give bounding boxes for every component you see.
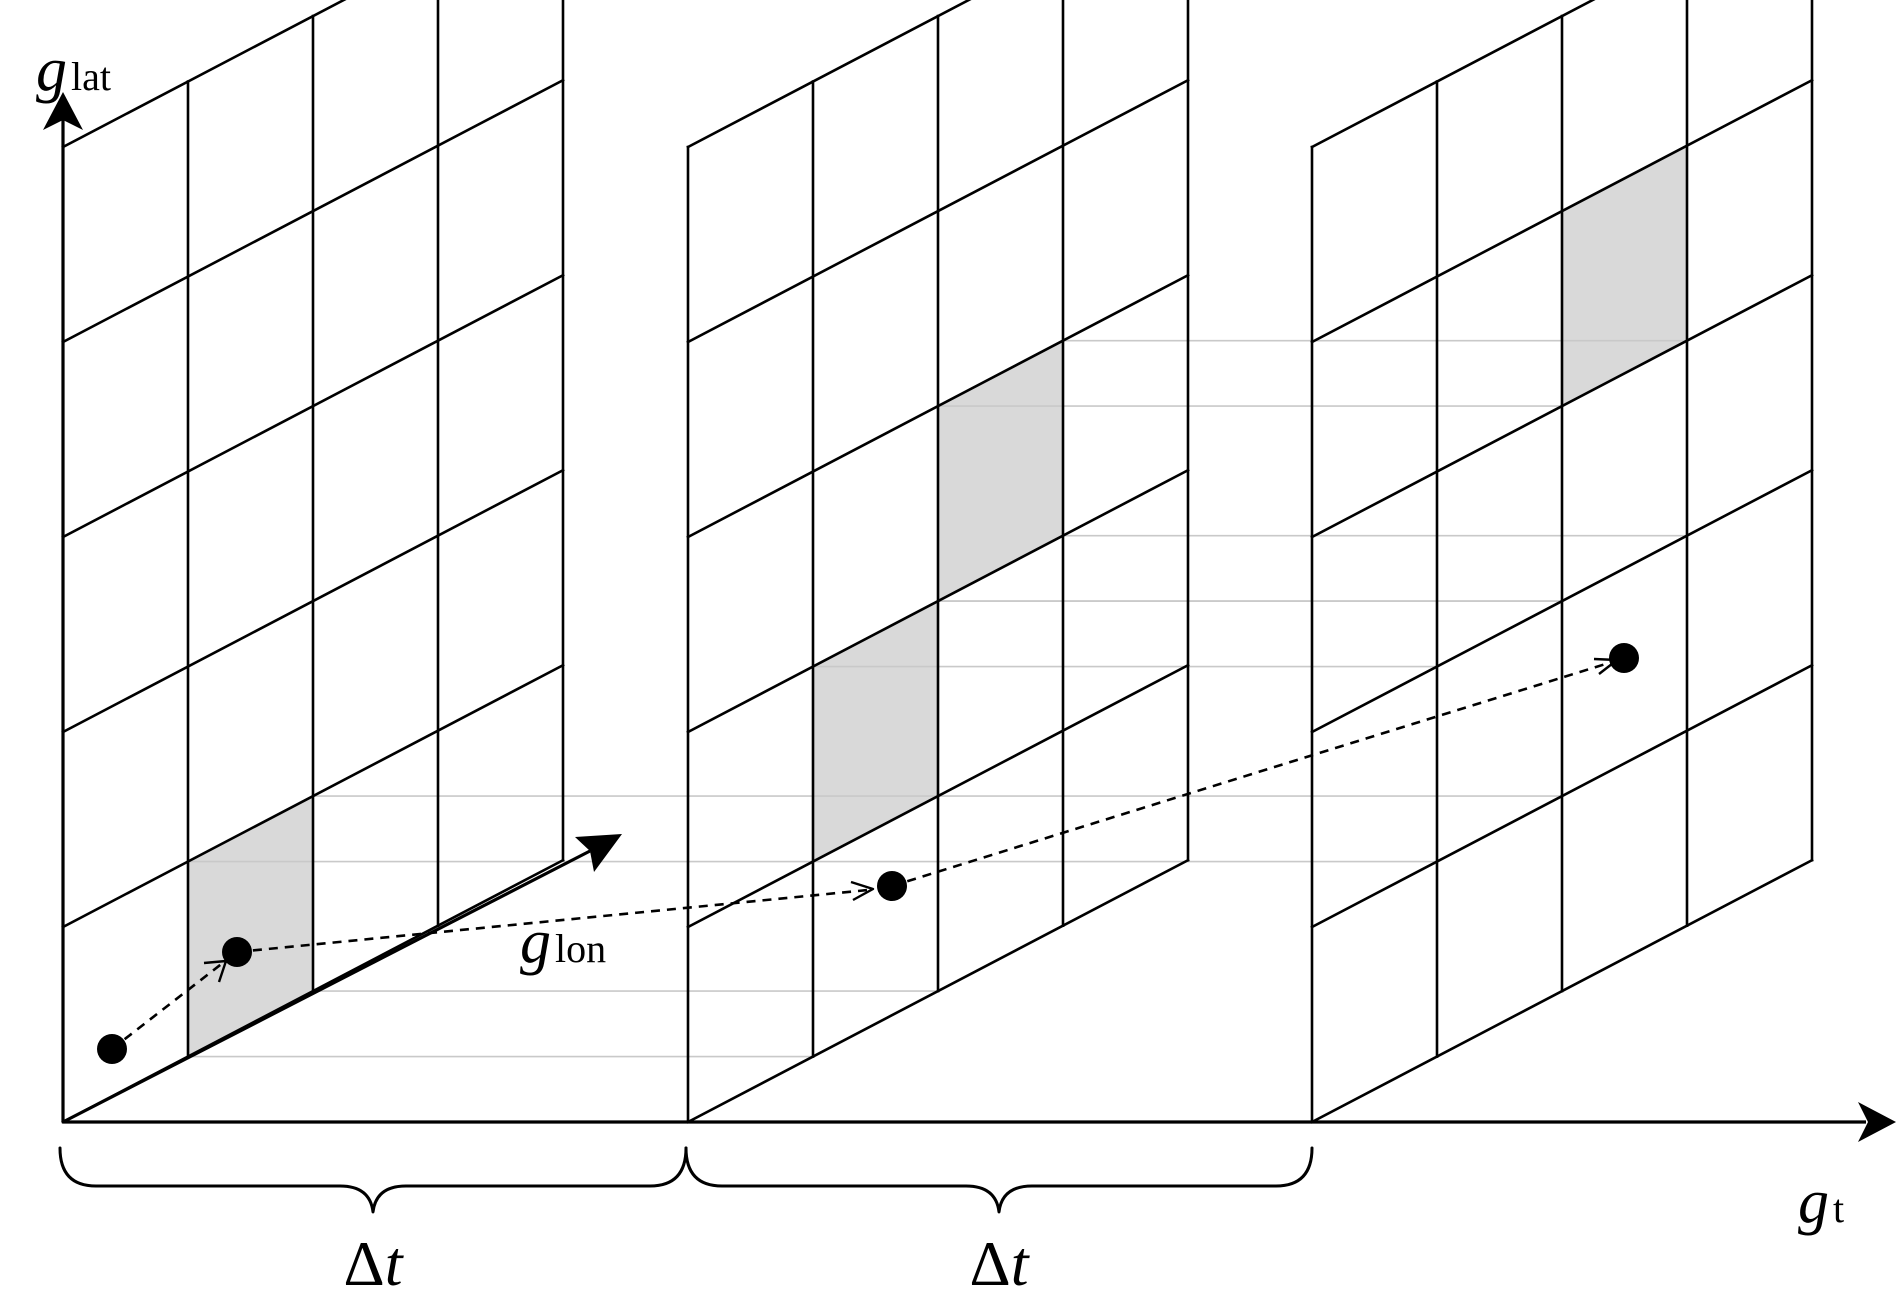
trajectory xyxy=(97,643,1639,1064)
lon-axis xyxy=(62,849,591,1124)
grid-row-line xyxy=(1310,858,1814,1124)
trajectory-point-1 xyxy=(97,1034,127,1064)
grid-row-line xyxy=(61,78,565,344)
trajectory-segment-2 xyxy=(236,888,869,954)
axes xyxy=(43,92,1896,1142)
lat-axis-label: g lat xyxy=(36,36,111,104)
trajectory-segment-1 xyxy=(111,960,225,1051)
grid-row-line xyxy=(61,273,565,539)
highlighted-cell xyxy=(937,339,1064,603)
interval-labels: Δt Δt xyxy=(344,1228,1031,1299)
grid-row-line xyxy=(1310,78,1814,344)
grid-row-line xyxy=(1310,273,1814,539)
time-axis-arrowhead xyxy=(1858,1102,1896,1142)
lon-axis-arrowhead xyxy=(575,834,622,872)
grid-row-line xyxy=(686,858,1190,1124)
lat-axis-arrowhead xyxy=(43,92,83,130)
trajectory-arrowhead-2 xyxy=(850,880,875,902)
grid-row-line xyxy=(1310,663,1814,929)
interval-label-2: Δt xyxy=(970,1228,1031,1299)
grid-row-line xyxy=(686,663,1190,929)
grid-row-line xyxy=(1310,468,1814,734)
grid-slice xyxy=(686,0,1190,1124)
highlighted-cell xyxy=(187,794,314,1058)
highlighted-cell xyxy=(1561,144,1688,408)
grid-row-line xyxy=(686,468,1190,734)
trajectory-point-2 xyxy=(222,937,252,967)
grid-row-line xyxy=(686,78,1190,344)
grid-row-line xyxy=(61,0,347,149)
grid-slice xyxy=(61,0,565,1124)
interval-label-1: Δt xyxy=(344,1228,405,1299)
trajectory-point-4 xyxy=(1609,643,1639,673)
projection-guide-lines xyxy=(188,339,1687,1058)
grid-row-line xyxy=(61,663,565,929)
grid-row-line xyxy=(1310,0,1596,149)
lon-axis-label: g lon xyxy=(520,908,606,976)
trajectory-point-3 xyxy=(877,871,907,901)
grid-row-line xyxy=(686,0,972,149)
grid-row-line xyxy=(686,273,1190,539)
grid-row-line xyxy=(61,468,565,734)
grid-slices xyxy=(61,0,1814,1124)
interval-braces xyxy=(58,1146,1314,1214)
interval-brace-2 xyxy=(684,1146,1314,1214)
trajectory-segment-3 xyxy=(891,660,1613,888)
grid-slice xyxy=(1310,0,1814,1124)
highlighted-cell xyxy=(812,599,939,863)
interval-brace-1 xyxy=(58,1146,688,1214)
